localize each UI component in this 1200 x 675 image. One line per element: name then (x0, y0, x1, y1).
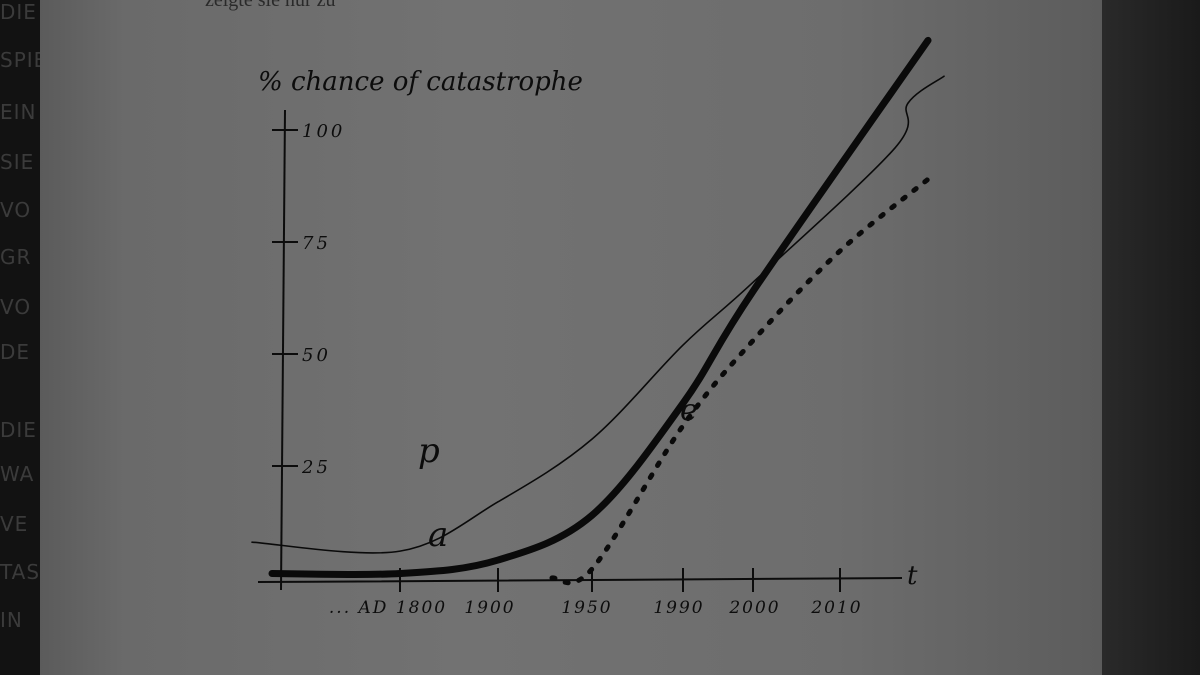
margin-word: SIE (0, 150, 35, 174)
y-tick-label: 50 (302, 345, 331, 366)
margin-word: WA (0, 462, 35, 486)
margin-word: DE (0, 340, 31, 364)
margin-word: VE (0, 512, 29, 536)
page-edge-shadow (1102, 0, 1200, 675)
y-axis (280, 109, 286, 591)
book-page (40, 0, 1102, 675)
x-axis-label: t (907, 561, 918, 591)
top-text: zeigte sie nur zu (205, 0, 336, 11)
x-axis (257, 577, 903, 583)
x-tick-label: ... AD 1800 (329, 598, 447, 618)
x-tick-label: 1950 (561, 598, 612, 618)
series-group (251, 36, 945, 586)
series-line-a (268, 36, 932, 579)
series-line-e (549, 176, 931, 586)
y-tick-label: 25 (301, 457, 331, 478)
series-label-p: p (418, 431, 440, 471)
chart-title: % chance of catastrophe (258, 67, 583, 97)
y-tick-label: 75 (302, 233, 331, 254)
margin-word: GR (0, 245, 32, 269)
y-tick-label: 100 (302, 121, 345, 142)
margin-word: DIE (0, 418, 37, 442)
x-axis-ticks: ... AD 1800 1900 1950 1990 2000 2010 (329, 568, 862, 618)
series-label-e: e (680, 393, 698, 428)
x-tick-label: 2010 (810, 598, 862, 618)
margin-word: DIE (0, 0, 37, 24)
x-tick-label: 1900 (464, 598, 515, 618)
series-line-p (251, 75, 945, 554)
margin-word: TAS (0, 560, 40, 584)
x-tick-label: 1990 (653, 598, 704, 618)
series-label-a: a (428, 515, 448, 555)
x-tick-label: 2000 (728, 598, 780, 618)
margin-word: EIN (0, 100, 37, 124)
y-axis-ticks: 100 75 50 25 (272, 121, 345, 478)
margin-word: IN (0, 608, 23, 632)
adjacent-page-strip (0, 0, 40, 675)
margin-word: VO (0, 198, 32, 222)
margin-word: VO (0, 295, 32, 319)
